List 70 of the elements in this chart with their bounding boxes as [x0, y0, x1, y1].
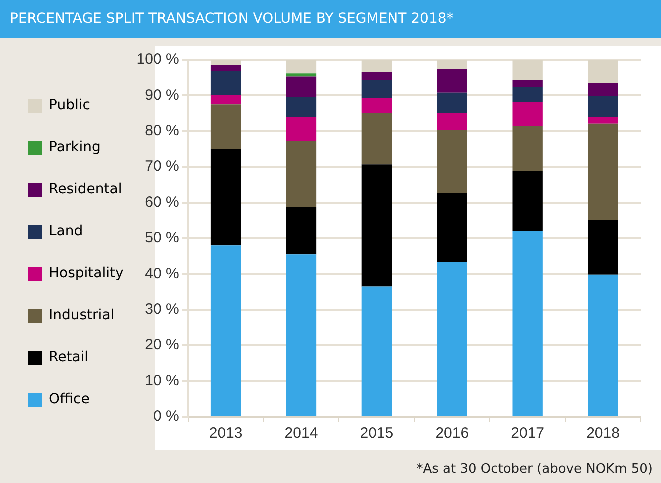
bar — [588, 96, 618, 118]
bar — [210, 65, 242, 72]
y-tick-label: 100 % — [136, 51, 180, 68]
bar — [286, 76, 317, 98]
bar — [362, 60, 392, 72]
legend-label: Office — [49, 392, 90, 408]
x-tick-label: 2013 — [209, 425, 243, 442]
bar — [286, 60, 317, 74]
legend-label: Industrial — [49, 308, 115, 324]
chart-title: PERCENTAGE SPLIT TRANSACTION VOLUME BY SEGMENT 2018* — [0, 0, 661, 38]
y-tick-label: 40 % — [145, 265, 180, 282]
bar — [588, 83, 618, 96]
legend-label: Parking — [49, 140, 101, 156]
x-tick-label: 2018 — [586, 425, 620, 442]
bar — [512, 231, 543, 416]
bar — [362, 113, 392, 165]
bar — [512, 102, 543, 126]
bar — [210, 94, 242, 105]
bar — [210, 149, 242, 246]
y-tick-label: 20 % — [145, 336, 180, 354]
bar — [286, 254, 317, 416]
bar — [362, 164, 392, 287]
bar — [210, 246, 242, 416]
bar — [286, 141, 317, 208]
bar — [512, 60, 543, 80]
x-tick-label: 2015 — [360, 425, 394, 442]
y-tick-label: 80 % — [145, 122, 180, 140]
bar — [210, 71, 242, 95]
bar — [588, 274, 618, 416]
bar — [362, 286, 392, 416]
bar — [512, 87, 543, 102]
y-tick-label: 30 % — [145, 301, 180, 318]
legend-label: Public — [49, 98, 90, 114]
bar — [512, 80, 543, 88]
bar — [286, 74, 317, 77]
x-tick-label: 2014 — [284, 425, 318, 442]
x-tick-label: 2017 — [511, 425, 545, 442]
bar — [437, 130, 468, 194]
bar — [437, 194, 468, 262]
bar — [588, 117, 618, 124]
bar — [437, 113, 468, 130]
bar — [362, 72, 392, 80]
y-tick-label: 10 % — [145, 372, 180, 390]
bar — [437, 69, 468, 93]
y-tick-label: 0 % — [153, 408, 180, 426]
x-tick-label: 2016 — [436, 425, 470, 442]
bar — [286, 207, 317, 255]
bar — [512, 126, 543, 172]
bar — [437, 60, 468, 70]
bar — [588, 220, 618, 275]
bar — [286, 117, 317, 142]
y-tick-label: 70 % — [145, 158, 180, 176]
bar — [286, 97, 317, 118]
legend-label: Hospitality — [49, 266, 124, 282]
bar — [437, 262, 468, 416]
bar — [437, 92, 468, 114]
legend-label: Retail — [49, 350, 89, 366]
bar — [210, 104, 242, 150]
bar — [362, 98, 392, 114]
bar — [362, 80, 392, 98]
y-tick-label: 60 % — [145, 194, 180, 211]
bar — [210, 60, 242, 65]
bar — [512, 171, 543, 232]
y-tick-label: 50 % — [145, 230, 180, 247]
y-tick-label: 90 % — [145, 86, 180, 104]
bar — [588, 60, 618, 84]
legend-label: Land — [49, 224, 84, 240]
legend-label: Residental — [49, 182, 122, 198]
text: *As at 30 October (above NOKm 50) — [416, 461, 654, 477]
bar — [588, 124, 618, 220]
